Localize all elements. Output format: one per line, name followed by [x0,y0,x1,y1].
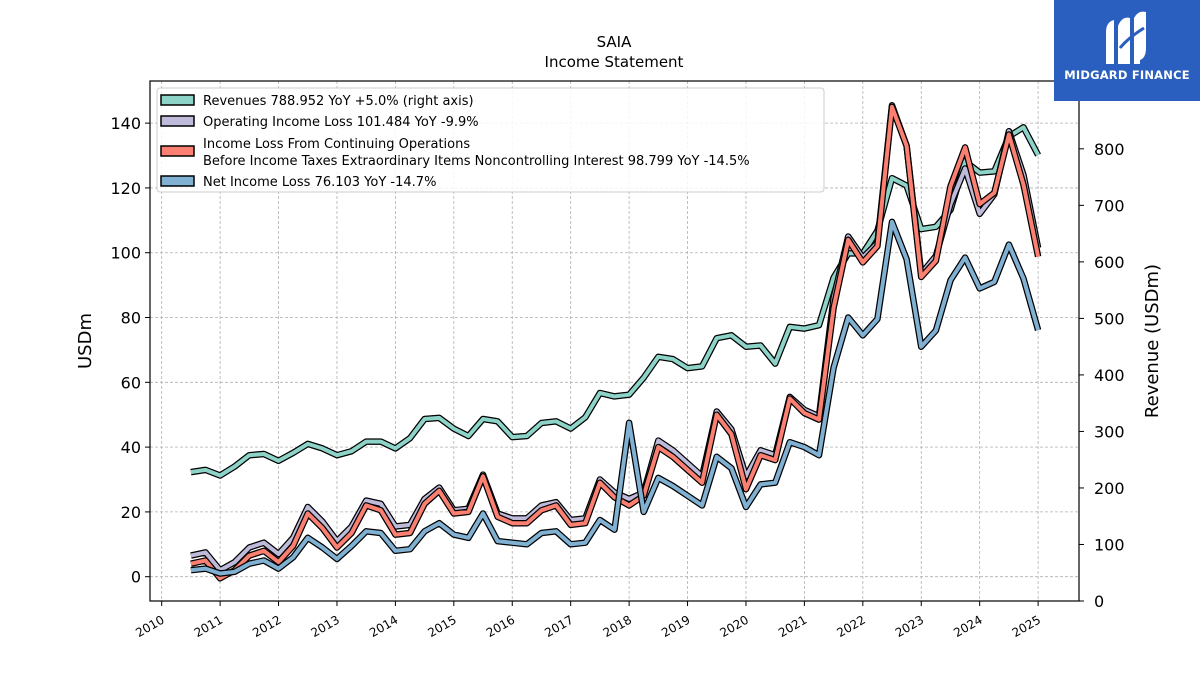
legend-swatch [160,94,195,106]
x-tick-label: 2013 [309,613,342,640]
y-axis-right-label: Revenue (USDm) [1142,264,1163,418]
x-tick-label: 2019 [659,613,692,640]
legend-label: Operating Income Loss 101.484 YoY -9.9% [203,115,479,130]
chart-title: SAIA [597,33,632,51]
x-tick-label: 2015 [425,613,458,640]
x-tick-label: 2014 [367,613,400,640]
brand-logo: MIDGARD FINANCE [1054,0,1200,101]
y-right-tick-label: 200 [1094,479,1125,498]
plot-frame [149,80,1080,602]
legend-label: Revenues 788.952 YoY +5.0% (right axis) [203,94,474,109]
x-tick-label: 2017 [542,613,575,640]
legend-swatch [160,175,195,187]
legend-label: Before Income Taxes Extraordinary Items … [203,154,750,169]
y-left-tick-label: 40 [121,438,141,457]
y-right-tick-label: 100 [1094,535,1125,554]
y-axis-left: 0 20 40 60 80 100 120 140 [110,114,150,587]
y-left-tick-label: 120 [110,179,141,198]
legend: Revenues 788.952 YoY +5.0% (right axis) O… [156,87,825,193]
x-axis: 2010 2011 2012 2013 2014 2015 2016 2017 2018 2019… [133,601,1043,640]
series-lines [190,102,1042,582]
legend-label: Net Income Loss 76.103 YoY -14.7% [203,175,436,190]
y-left-tick-label: 0 [131,568,141,587]
y-right-tick-label: 600 [1094,253,1125,272]
y-left-tick-label: 20 [121,503,141,522]
x-tick-label: 2021 [776,613,809,640]
legend-box [156,87,825,193]
y-right-tick-label: 300 [1094,422,1125,441]
legend-label: Income Loss From Continuing Operations [203,137,470,152]
x-tick-label: 2020 [718,613,751,640]
y-right-tick-label: 400 [1094,366,1125,385]
x-tick-label: 2022 [834,613,867,640]
x-tick-label: 2011 [192,613,225,640]
brand-logo-mark-icon [1106,11,1146,65]
x-tick-label: 2016 [484,613,517,640]
legend-swatch [160,145,195,157]
series-line [190,219,1041,576]
legend-swatch [160,115,195,127]
series-line [190,104,1041,581]
y-right-tick-label: 500 [1094,309,1125,328]
y-right-tick-label: 0 [1094,592,1104,611]
y-axis-left-label: USDm [75,313,96,369]
y-left-tick-label: 100 [110,244,141,263]
x-tick-label: 2025 [1010,613,1043,640]
x-tick-label: 2023 [893,613,926,640]
x-tick-label: 2010 [133,613,166,640]
y-left-tick-label: 80 [121,309,141,328]
y-right-tick-label: 700 [1094,196,1125,215]
x-tick-label: 2024 [951,613,984,640]
y-left-tick-label: 140 [110,114,141,133]
chart-subtitle: Income Statement [545,53,684,71]
y-axis-right: 0 100 200 300 400 500 600 700 800 [1079,140,1125,611]
y-left-tick-label: 60 [121,373,141,392]
series-line [190,125,1040,478]
brand-name: MIDGARD FINANCE [1064,68,1190,82]
y-right-tick-label: 800 [1094,140,1125,159]
x-tick-label: 2018 [601,613,634,640]
x-tick-label: 2012 [250,613,283,640]
